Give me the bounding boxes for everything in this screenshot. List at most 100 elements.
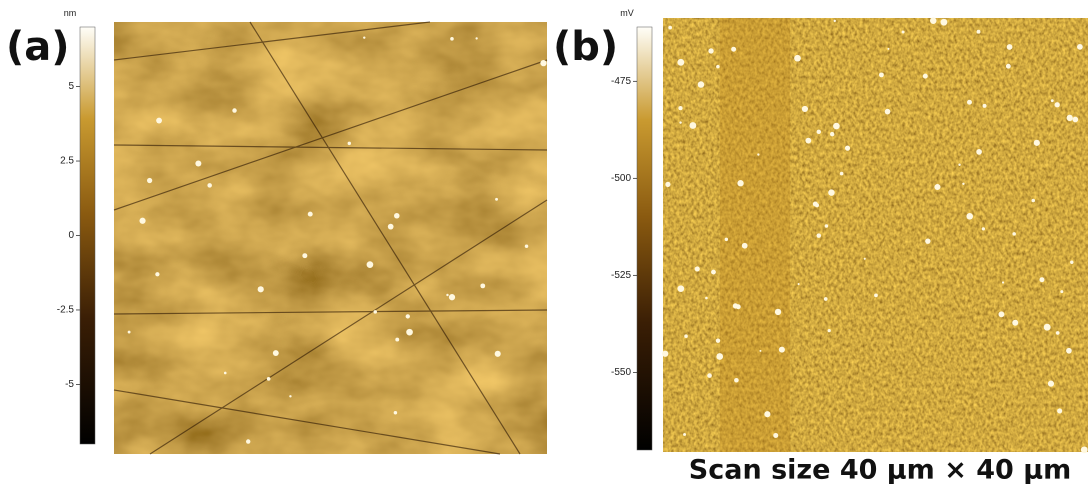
particle	[387, 223, 394, 230]
colorbar-tick-label: -525	[611, 270, 631, 281]
particle	[827, 329, 831, 333]
particle	[816, 129, 822, 135]
particle	[1001, 281, 1005, 284]
particle	[694, 266, 700, 272]
particle	[1066, 347, 1072, 354]
particle	[716, 353, 724, 360]
colorbar-unit: nm	[64, 8, 77, 18]
particle	[1012, 232, 1016, 236]
particle	[705, 296, 708, 300]
particle	[764, 411, 771, 418]
particle	[940, 18, 948, 26]
particle	[966, 99, 972, 105]
particle	[981, 227, 986, 231]
particle	[844, 145, 851, 151]
particle	[446, 293, 449, 297]
particle	[833, 19, 836, 23]
particle	[839, 171, 844, 176]
particle	[139, 217, 146, 224]
particle	[232, 108, 237, 113]
particle	[156, 117, 162, 124]
colorbar-tick-label: 0	[68, 230, 74, 241]
particle	[448, 294, 456, 301]
particle	[901, 30, 905, 34]
particle	[302, 253, 308, 259]
particle	[737, 180, 744, 187]
particle	[966, 212, 974, 220]
particle	[363, 36, 366, 39]
particle	[794, 54, 801, 62]
particle	[245, 439, 251, 444]
bright-band	[720, 18, 790, 452]
particle	[257, 286, 264, 293]
particle	[774, 308, 782, 316]
particle	[816, 233, 822, 238]
colorbar	[79, 26, 96, 445]
colorbar-tick-label: -2.5	[57, 305, 75, 316]
colorbar-tick-label: 5	[68, 81, 74, 92]
colorbar	[636, 26, 653, 451]
particle	[1031, 198, 1036, 203]
particle	[711, 269, 716, 275]
particle	[678, 106, 683, 111]
scratches	[113, 21, 548, 455]
colorbar-tick-label: -5	[65, 379, 74, 390]
particle	[930, 17, 937, 24]
particle	[393, 410, 398, 415]
particle	[1070, 260, 1074, 265]
particle	[1060, 290, 1064, 294]
particle	[797, 283, 800, 286]
particle	[998, 311, 1005, 318]
particle	[127, 330, 131, 334]
particle	[289, 395, 292, 398]
colorbar-tick-label: 2.5	[60, 156, 74, 167]
particle	[689, 122, 697, 129]
particle	[884, 108, 891, 115]
particle	[887, 47, 890, 50]
colorbar-tick-label: -550	[611, 367, 631, 378]
particle	[828, 189, 835, 196]
kpfm-texture-b	[663, 18, 1088, 452]
particle	[406, 328, 413, 336]
colorbar-tick-label: -475	[611, 76, 631, 87]
particle	[662, 350, 669, 357]
particle	[684, 334, 688, 338]
particle	[450, 37, 454, 41]
particle	[223, 371, 227, 375]
particle	[741, 242, 748, 249]
particle	[824, 224, 829, 228]
particle	[878, 72, 884, 78]
particle	[708, 48, 714, 54]
particle	[759, 349, 762, 352]
particle	[697, 81, 705, 88]
particle	[524, 244, 529, 248]
particle	[1072, 116, 1079, 123]
particle	[823, 297, 828, 301]
particle	[814, 203, 819, 208]
afm-texture-a	[114, 22, 547, 454]
particle	[1080, 446, 1088, 454]
particle	[715, 338, 721, 343]
particle	[962, 182, 965, 185]
colorbar-unit: mV	[620, 8, 634, 18]
particle	[732, 303, 739, 309]
particle	[1050, 99, 1054, 103]
particle	[1047, 380, 1055, 387]
particle	[757, 153, 760, 156]
particle	[395, 337, 400, 342]
particle	[266, 377, 271, 381]
caption: Scan size 40 µm × 40 µm	[689, 455, 1071, 486]
particle	[677, 285, 685, 293]
particle	[475, 37, 478, 40]
particle	[665, 181, 671, 187]
particle	[805, 137, 812, 144]
particle	[495, 197, 498, 201]
colorbar-tick-label: -500	[611, 173, 631, 184]
particle	[195, 160, 202, 167]
particle	[982, 103, 987, 108]
particle	[958, 163, 961, 166]
particle	[1039, 277, 1045, 283]
particle	[1076, 43, 1083, 50]
particle	[1005, 63, 1011, 69]
